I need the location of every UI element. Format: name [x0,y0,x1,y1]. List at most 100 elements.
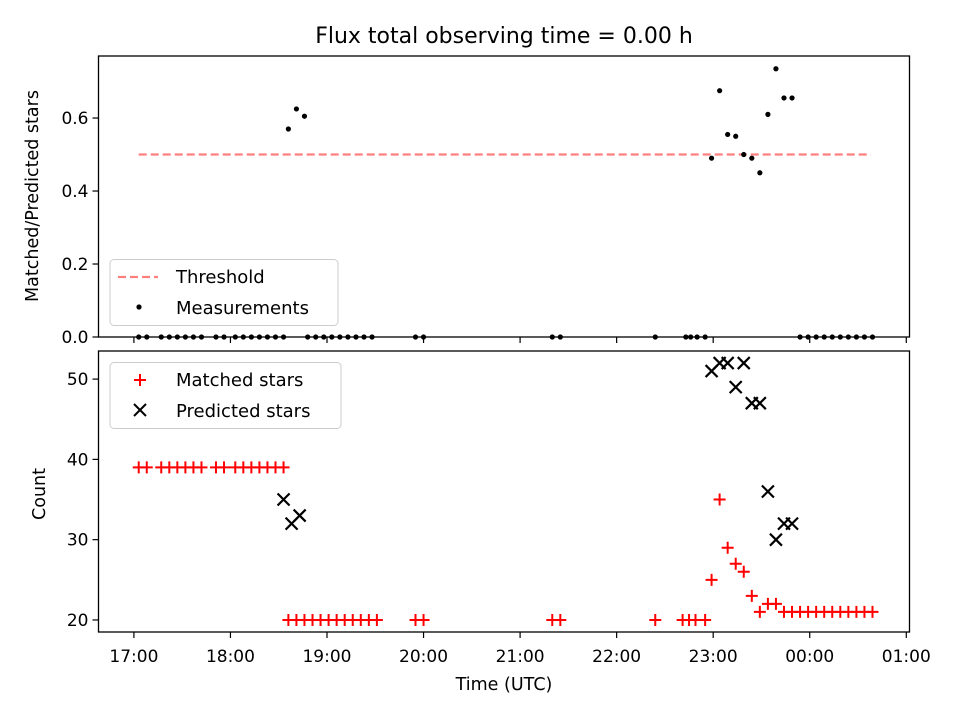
matched-star-point [866,605,879,618]
bottom-panel: Count Time (UTC) 20 30 40 50 17:00 18:00 19:0… [30,350,931,695]
predicted-star-point [761,484,775,499]
measurement-point [264,334,271,340]
x-tick-label: 18:00 [206,647,255,667]
matched-star-point [745,589,758,602]
measurement-point [272,334,279,340]
x-tick-label: 19:00 [302,647,351,667]
measurement-point [829,334,835,340]
measurement-point [837,334,843,340]
measurement-point [361,334,367,340]
measurement-point [765,111,771,117]
predicted-star-point [292,508,307,523]
matched-star-point [753,605,766,618]
chart-title: Flux total observing time = 0.00 h [315,24,693,49]
measurement-point [717,88,723,94]
measurement-point [861,334,868,340]
measurement-point [702,334,708,340]
measurement-point [845,334,851,340]
matched-star-point [218,461,231,474]
measurement-point [293,106,300,112]
matched-star-point [140,461,153,474]
measurement-point [757,170,763,176]
measurement-point [345,334,351,340]
top-plot-frame [97,55,911,338]
measurement-point [353,334,359,340]
y-tick-label: 50 [67,370,89,390]
matched-star-point [737,565,750,578]
x-axis-label: Time (UTC) [455,675,553,695]
measurement-point [773,66,779,72]
bottom-marks [132,356,879,626]
measurement-point [805,334,811,340]
legend-measurements-label: Measurements [176,298,309,319]
measurement-point [136,334,142,340]
measurement-point [789,95,795,101]
legend-threshold-label: Threshold [175,267,265,288]
measurement-point [749,155,755,161]
x-tick-label: 17:00 [109,647,158,667]
top-panel: Flux total observing time = 0.00 h Match… [23,24,911,348]
measurement-point [781,95,787,101]
predicted-star-point [276,492,291,507]
predicted-star-point [785,516,799,531]
x-tick-label: 23:00 [689,647,738,667]
y-tick-label: 40 [67,450,89,470]
measurement-point [174,334,180,340]
measurement-point [652,334,658,340]
measurement-point [683,334,689,340]
measurement-point [369,334,375,340]
predicted-star-point [769,532,783,547]
measurement-point [741,151,747,158]
legend-predicted-label: Predicted stars [176,401,310,422]
predicted-star-point [753,396,767,410]
measurement-point [733,133,739,139]
legend-matched-label: Matched stars [176,370,303,391]
matched-star-point [649,613,662,626]
y-tick-label: 0.6 [61,109,88,129]
top-y-ticks: 0.0 0.2 0.4 0.6 [61,109,99,348]
matched-star-point [713,493,726,506]
top-legend-box [109,259,339,326]
measurement-point [190,334,197,340]
measurement-point [158,334,164,340]
measurement-point [557,334,563,340]
top-legend: Threshold Measurements [109,259,339,326]
bottom-x-ticks: 17:00 18:00 19:00 20:00 21:00 22:00 23:00 00:00… [109,632,931,667]
y-tick-label: 0.2 [61,255,88,275]
measurement-point [329,334,335,340]
x-tick-label: 22:00 [592,647,641,667]
measurement-point [256,334,263,340]
measurement-point [853,334,859,340]
measurement-point [221,334,227,340]
bottom-y-ticks: 20 30 40 50 [67,370,99,631]
measurement-point [182,334,188,340]
measurement-point [285,126,291,132]
measurement-point [144,334,150,340]
x-tick-label: 00:00 [785,647,834,667]
measurement-point [305,334,311,340]
top-y-axis-label: Matched/Predicted stars [23,90,43,302]
predicted-star-point [736,356,751,370]
matched-star-point [554,613,567,626]
top-marks [136,66,876,340]
measurement-point [412,334,419,340]
measurement-point [337,334,343,340]
matched-star-point [277,461,290,474]
matched-star-point [769,597,782,610]
y-tick-label: 0.0 [61,328,88,348]
x-tick-label: 20:00 [399,647,448,667]
matched-star-point [699,613,712,626]
measurement-point [869,334,876,340]
measurement-point [240,334,246,340]
measurement-point [280,334,287,340]
matched-star-point [417,613,430,626]
measurement-point [708,155,715,161]
measurement-point [198,334,205,340]
bottom-legend-box [109,362,342,429]
measurement-point [301,113,308,119]
x-tick-label: 21:00 [496,647,545,667]
measurement-point [797,334,803,340]
measurement-point [166,334,172,340]
bottom-y-axis-label: Count [30,468,50,520]
